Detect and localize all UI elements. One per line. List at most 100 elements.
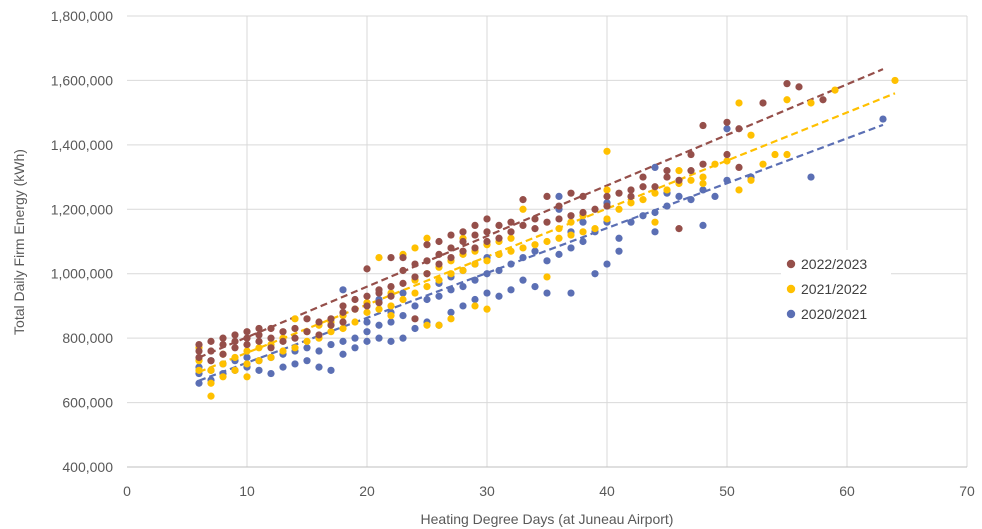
data-point (207, 379, 215, 387)
data-point (807, 99, 815, 107)
data-point (627, 218, 635, 226)
y-tick-label: 1,600,000 (51, 72, 113, 88)
data-point (375, 286, 383, 294)
data-point (783, 150, 791, 159)
data-point (507, 218, 515, 226)
data-point (471, 221, 479, 229)
data-point (819, 96, 827, 104)
data-point (783, 80, 791, 88)
data-point (639, 183, 647, 191)
data-point (339, 324, 347, 333)
data-point (363, 308, 371, 316)
data-point (675, 176, 683, 184)
x-tick-label: 30 (479, 483, 495, 499)
data-point (267, 344, 275, 352)
data-point (459, 302, 467, 310)
data-point (459, 228, 467, 236)
data-point (267, 369, 275, 378)
data-point (519, 221, 527, 229)
data-point (735, 125, 743, 133)
data-point (435, 276, 443, 284)
trendline (198, 68, 884, 359)
data-point (675, 192, 683, 200)
data-point (231, 337, 239, 345)
tick-labels: 400,000 600,000 800,000 1,000,000 1,200,000 1… (51, 8, 975, 499)
data-point (363, 328, 371, 336)
data-point (279, 347, 287, 355)
data-point (411, 289, 419, 297)
data-point (483, 215, 491, 223)
data-point (795, 83, 803, 91)
data-point (699, 160, 707, 168)
data-point (507, 228, 515, 236)
data-point (543, 192, 551, 200)
data-point (675, 167, 683, 175)
data-point (555, 234, 563, 242)
data-point (615, 189, 623, 197)
data-point (207, 392, 215, 400)
data-point (483, 257, 491, 265)
y-tick-label: 800,000 (62, 330, 113, 346)
x-tick-label: 40 (599, 483, 615, 499)
data-point (663, 186, 671, 194)
legend-marker (786, 284, 796, 294)
data-point (231, 331, 239, 339)
x-tick-label: 10 (239, 483, 255, 499)
data-point (255, 344, 263, 352)
data-point (735, 99, 743, 107)
data-point (507, 247, 515, 255)
data-point (711, 160, 719, 168)
data-point (591, 205, 599, 213)
gridlines (127, 15, 968, 467)
legend-marker (786, 309, 796, 319)
data-point (531, 225, 539, 233)
data-point (447, 315, 455, 323)
y-tick-label: 400,000 (62, 459, 113, 475)
data-point (879, 115, 887, 123)
data-point (207, 347, 215, 355)
data-point (231, 344, 239, 352)
data-point (387, 337, 395, 345)
data-point (423, 283, 431, 291)
data-point (483, 237, 491, 246)
data-point (531, 241, 539, 249)
data-point (579, 218, 587, 226)
data-point (399, 279, 407, 287)
data-point (783, 96, 791, 104)
data-point (639, 196, 647, 204)
data-point (435, 260, 443, 268)
data-point (663, 173, 671, 181)
legend-label: 2020/2021 (801, 306, 867, 322)
data-point (579, 192, 587, 200)
data-point (363, 337, 371, 345)
data-point (243, 340, 251, 349)
legend-background (781, 250, 891, 320)
data-point (435, 292, 443, 300)
data-point (531, 283, 539, 291)
data-point (375, 334, 383, 342)
data-point (651, 228, 659, 236)
x-tick-label: 60 (839, 483, 855, 499)
data-point (279, 363, 287, 371)
data-points (195, 76, 899, 400)
data-point (699, 179, 707, 188)
data-point (231, 353, 239, 362)
data-point (471, 260, 479, 268)
data-point (327, 340, 335, 349)
data-point (423, 257, 431, 265)
data-point (483, 305, 491, 313)
data-point (411, 302, 419, 310)
data-point (447, 231, 455, 239)
data-point (195, 347, 203, 355)
data-point (543, 273, 551, 281)
data-point (411, 244, 419, 252)
data-point (219, 373, 227, 381)
data-point (447, 286, 455, 294)
data-point (195, 353, 203, 362)
data-point (207, 366, 215, 374)
data-point (435, 237, 443, 246)
data-point (303, 357, 311, 365)
data-point (303, 328, 311, 336)
data-point (555, 215, 563, 223)
data-point (567, 289, 575, 297)
